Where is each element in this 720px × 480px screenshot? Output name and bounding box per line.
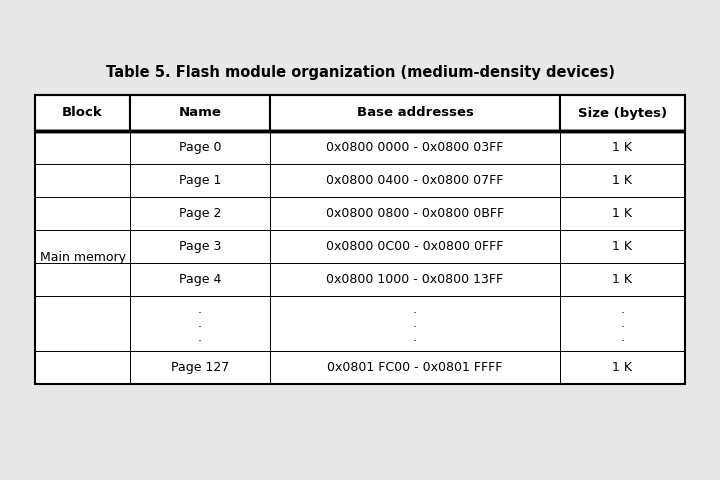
Bar xyxy=(130,197,270,230)
Bar xyxy=(560,296,685,351)
Bar xyxy=(270,95,560,131)
Text: .: . xyxy=(621,317,624,330)
Text: .: . xyxy=(413,317,417,330)
Text: Main memory: Main memory xyxy=(40,251,125,264)
Bar xyxy=(560,197,685,230)
Text: .: . xyxy=(198,317,202,330)
Bar xyxy=(35,95,685,384)
Bar xyxy=(130,296,270,351)
Bar xyxy=(270,263,560,296)
Bar xyxy=(560,131,685,164)
Bar xyxy=(35,131,130,384)
Bar xyxy=(130,131,270,164)
Text: 0x0800 0000 - 0x0800 03FF: 0x0800 0000 - 0x0800 03FF xyxy=(326,141,504,154)
Text: .: . xyxy=(198,331,202,344)
Text: .: . xyxy=(413,303,417,316)
Bar xyxy=(560,230,685,263)
Text: 0x0800 1000 - 0x0800 13FF: 0x0800 1000 - 0x0800 13FF xyxy=(326,273,503,286)
Bar xyxy=(270,164,560,197)
Text: Page 127: Page 127 xyxy=(171,361,229,374)
Bar xyxy=(560,164,685,197)
Text: 0x0800 0C00 - 0x0800 0FFF: 0x0800 0C00 - 0x0800 0FFF xyxy=(326,240,504,253)
Text: 1 K: 1 K xyxy=(613,273,632,286)
Text: Page 2: Page 2 xyxy=(179,207,221,220)
Text: .: . xyxy=(198,303,202,316)
Bar xyxy=(130,164,270,197)
Text: Base addresses: Base addresses xyxy=(356,107,474,120)
Bar xyxy=(560,263,685,296)
Text: Size (bytes): Size (bytes) xyxy=(578,107,667,120)
Bar xyxy=(270,296,560,351)
Text: 1 K: 1 K xyxy=(613,174,632,187)
Text: Page 0: Page 0 xyxy=(179,141,221,154)
Text: 1 K: 1 K xyxy=(613,240,632,253)
Bar xyxy=(130,95,270,131)
Text: Table 5. Flash module organization (medium-density devices): Table 5. Flash module organization (medi… xyxy=(106,64,614,80)
Text: Page 4: Page 4 xyxy=(179,273,221,286)
Text: 1 K: 1 K xyxy=(613,361,632,374)
Text: 0x0800 0800 - 0x0800 0BFF: 0x0800 0800 - 0x0800 0BFF xyxy=(326,207,504,220)
Bar xyxy=(130,351,270,384)
Bar xyxy=(130,263,270,296)
Text: 0x0800 0400 - 0x0800 07FF: 0x0800 0400 - 0x0800 07FF xyxy=(326,174,504,187)
Text: .: . xyxy=(621,331,624,344)
Text: 1 K: 1 K xyxy=(613,207,632,220)
Bar xyxy=(270,351,560,384)
Bar xyxy=(270,197,560,230)
Bar xyxy=(270,131,560,164)
Text: Page 1: Page 1 xyxy=(179,174,221,187)
Text: Name: Name xyxy=(179,107,222,120)
Text: .: . xyxy=(621,303,624,316)
Text: Block: Block xyxy=(62,107,103,120)
Bar xyxy=(270,230,560,263)
Bar xyxy=(35,95,130,131)
Text: Page 3: Page 3 xyxy=(179,240,221,253)
Text: 1 K: 1 K xyxy=(613,141,632,154)
Text: 0x0801 FC00 - 0x0801 FFFF: 0x0801 FC00 - 0x0801 FFFF xyxy=(328,361,503,374)
Bar xyxy=(560,351,685,384)
Bar xyxy=(560,95,685,131)
Bar xyxy=(130,230,270,263)
Text: .: . xyxy=(413,331,417,344)
